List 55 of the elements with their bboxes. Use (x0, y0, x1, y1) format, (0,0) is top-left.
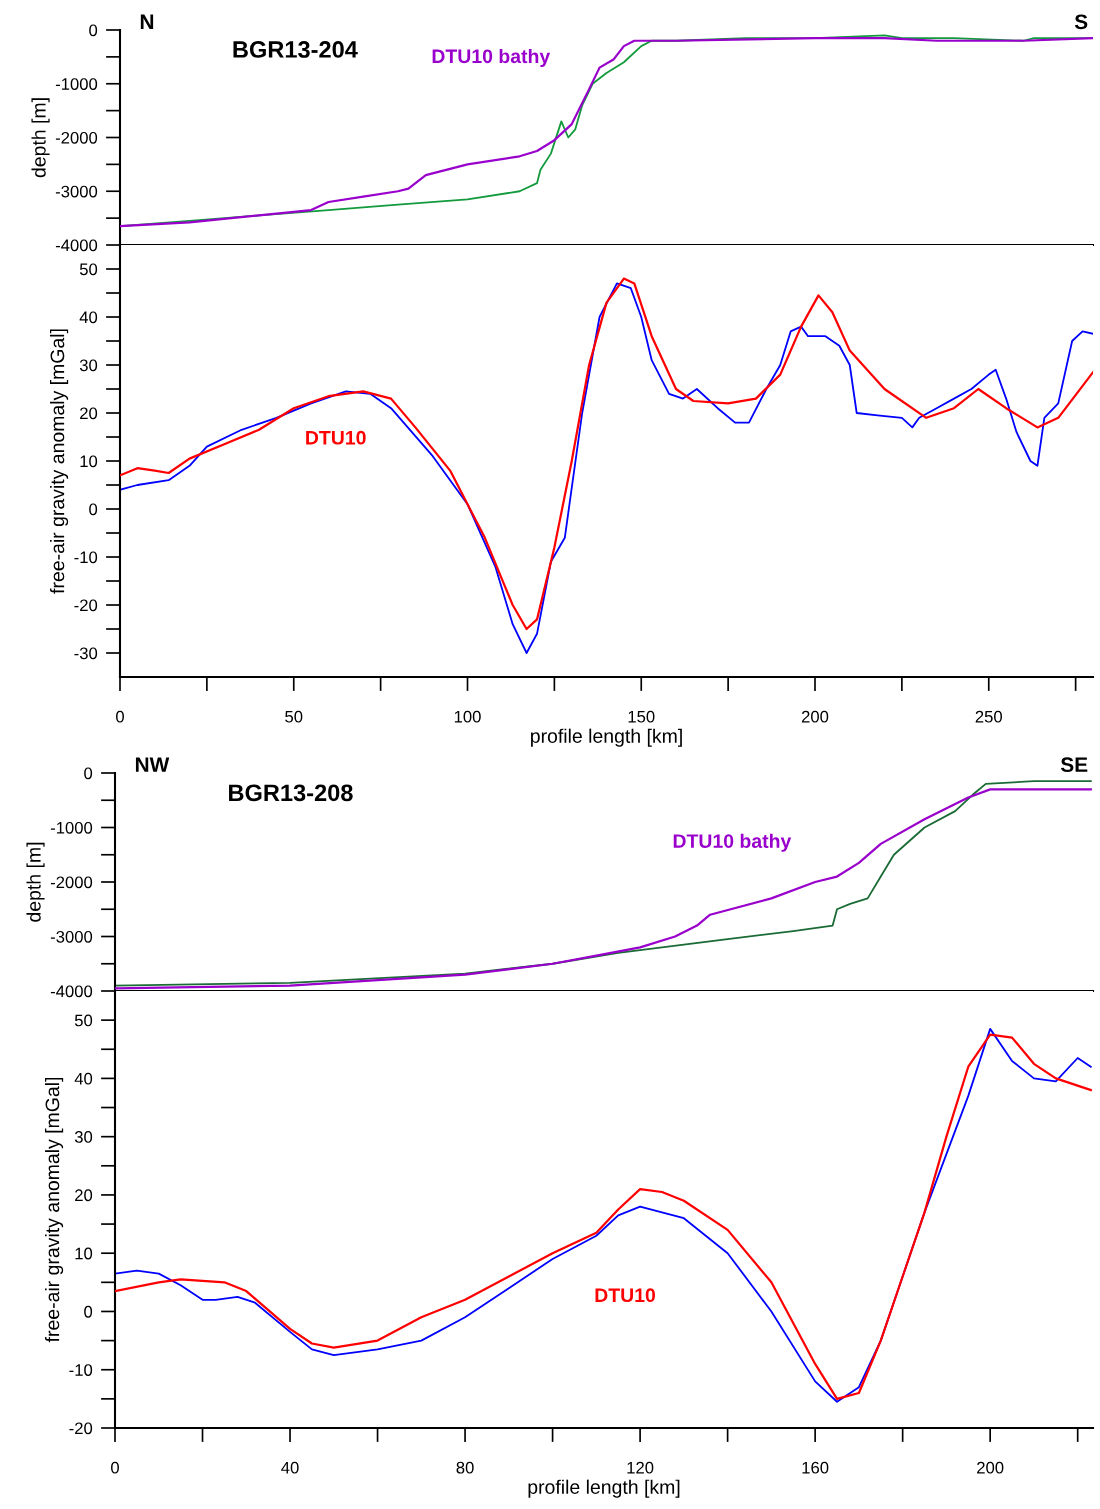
y-tick-label: 20 (80, 407, 98, 420)
x-tick-label: 40 (281, 1461, 299, 1474)
y-tick-label: -4000 (55, 239, 98, 252)
y-tick-label: -10 (69, 1364, 93, 1376)
x-axis-title: profile length [km] (531, 728, 682, 747)
y-tick-label: 40 (79, 311, 98, 324)
y-tick-label: 30 (79, 359, 98, 372)
y-axis-title: free-air gravity anomaly [mGal] (45, 1077, 64, 1343)
x-tick-label: 160 (802, 1461, 829, 1474)
x-tick-label: 200 (977, 1461, 1004, 1474)
y-tick-label: -3000 (50, 930, 93, 943)
series-label: DTU10 bathy (673, 833, 792, 852)
text: S (1074, 14, 1088, 30)
x-tick-label: 150 (628, 710, 655, 723)
y-tick-label: -2000 (50, 876, 93, 889)
text: DTU10 bathy (432, 48, 551, 68)
y-tick-label: -1000 (55, 78, 98, 90)
chart-title: BGR13-204 (233, 41, 358, 58)
y-tick-label: 0 (89, 24, 98, 37)
y-tick-label: -20 (74, 599, 98, 612)
x-tick-label: 200 (801, 710, 829, 723)
chart-title: BGR13-208 (229, 784, 353, 802)
x-tick-label: 50 (285, 710, 303, 723)
y-tick-label: 10 (80, 455, 98, 468)
y-tick-label: -10 (74, 551, 98, 564)
x-tick-label: 80 (456, 1461, 474, 1474)
text: DTU10 (595, 1288, 656, 1303)
text: NW (135, 757, 170, 772)
y-tick-label: -4000 (50, 985, 93, 998)
x-tick-label: 0 (111, 1461, 119, 1474)
y-axis-title: depth [m] (31, 98, 50, 178)
y-tick-label: 10 (75, 1247, 93, 1260)
x-axis-title: profile length [km] (528, 1479, 680, 1498)
x-tick-label: 100 (454, 710, 481, 723)
text: SE (1060, 757, 1088, 773)
series-label: DTU10 (306, 430, 366, 445)
y-tick-label: -1000 (50, 821, 93, 834)
y-tick-label: -30 (74, 647, 98, 660)
text: N (140, 14, 154, 29)
y-tick-label: 50 (79, 263, 98, 276)
y-tick-label: -2000 (55, 131, 98, 144)
x-tick-label: 120 (627, 1461, 654, 1474)
y-axis-title: free-air gravity anomaly [mGal] (50, 329, 69, 594)
y-tick-label: 20 (75, 1189, 93, 1202)
y-axis-title: depth [m] (26, 842, 45, 922)
y-tick-label: 0 (84, 1305, 93, 1318)
x-tick-label: 250 (975, 710, 1002, 723)
y-tick-label: -20 (69, 1422, 93, 1435)
y-tick-label: 0 (84, 767, 93, 780)
y-tick-label: 0 (89, 503, 98, 516)
y-tick-label: 40 (74, 1072, 93, 1085)
y-tick-label: 30 (74, 1131, 93, 1143)
y-tick-label: -3000 (55, 185, 98, 198)
x-tick-label: 0 (116, 710, 124, 723)
y-tick-label: 50 (74, 1014, 93, 1027)
